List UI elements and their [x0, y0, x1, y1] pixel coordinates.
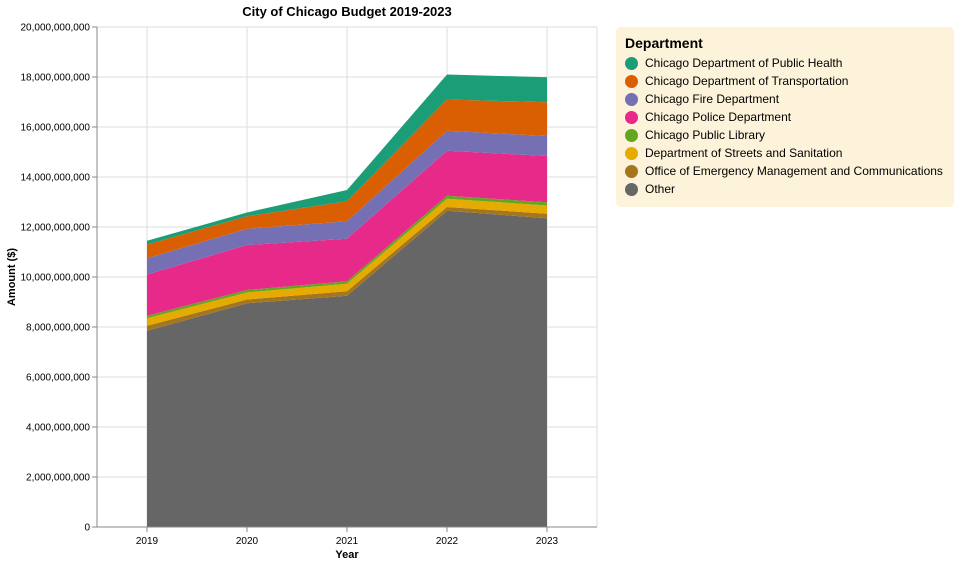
area-other [147, 210, 547, 527]
area-chicago-department-of-public-health [147, 74, 547, 245]
legend-item: Chicago Department of Transportation [625, 72, 954, 90]
axes: 0 2,000,000,000 4,000,000,000 6,000,000,000… [20, 23, 597, 547]
x-tick-label: 2023 [536, 536, 559, 547]
legend-swatch [625, 164, 638, 178]
y-axis-label: Amount ($) [6, 248, 18, 306]
legend-item: Chicago Department of Public Health [625, 54, 954, 72]
y-tick-label: 2,000,000,000 [26, 473, 90, 484]
legend-label: Chicago Public Library [645, 128, 766, 142]
legend-label: Other [645, 182, 676, 196]
chart-title: City of Chicago Budget 2019-2023 [242, 4, 452, 19]
area-chicago-fire-department [147, 130, 547, 275]
legend-item: Chicago Fire Department [625, 90, 954, 108]
legend-label: Department of Streets and Sanitation [645, 146, 843, 160]
legend-title: Department [625, 35, 703, 51]
legend-item: Chicago Public Library [625, 126, 954, 144]
x-axis-label: Year [335, 549, 359, 561]
legend-swatch [625, 110, 638, 124]
legend-swatch [625, 146, 638, 160]
legend-swatch [625, 182, 638, 196]
y-tick-label: 20,000,000,000 [20, 23, 90, 34]
legend-label: Chicago Fire Department [645, 92, 780, 106]
area-series [147, 74, 547, 527]
legend-swatch [625, 92, 638, 106]
y-tick-label: 8,000,000,000 [26, 323, 90, 334]
legend-swatch [625, 56, 638, 70]
y-tick-label: 16,000,000,000 [20, 123, 90, 134]
area-chicago-police-department [147, 150, 547, 316]
x-tick-label: 2021 [336, 536, 359, 547]
area-office-of-emergency-management-and-communications [147, 207, 547, 331]
y-tick-label: 12,000,000,000 [20, 223, 90, 234]
legend: Department Chicago Department of Public … [616, 27, 954, 207]
legend-label: Chicago Department of Public Health [645, 56, 843, 70]
legend-item: Chicago Police Department [625, 108, 954, 126]
y-tick-label: 14,000,000,000 [20, 173, 90, 184]
y-tick-label: 10,000,000,000 [20, 273, 90, 284]
legend-item: Other [625, 180, 954, 198]
legend-label: Chicago Police Department [645, 110, 792, 124]
y-tick-label: 6,000,000,000 [26, 373, 90, 384]
y-tick-label: 0 [84, 523, 90, 534]
legend-label: Chicago Department of Transportation [645, 74, 849, 88]
legend-swatch [625, 128, 638, 142]
legend-items: Chicago Department of Public Health Chica… [625, 54, 954, 198]
area-department-of-streets-and-sanitation [147, 198, 547, 326]
area-chicago-public-library [147, 195, 547, 319]
y-tick-label: 18,000,000,000 [20, 73, 90, 84]
legend-item: Department of Streets and Sanitation [625, 144, 954, 162]
area-chicago-department-of-transportation [147, 99, 547, 259]
legend-label: Office of Emergency Management and Commu… [645, 164, 943, 178]
x-tick-label: 2022 [436, 536, 459, 547]
x-tick-label: 2020 [236, 536, 259, 547]
legend-swatch [625, 74, 638, 88]
y-tick-label: 4,000,000,000 [26, 423, 90, 434]
legend-item: Office of Emergency Management and Commu… [625, 162, 954, 180]
x-tick-label: 2019 [136, 536, 159, 547]
